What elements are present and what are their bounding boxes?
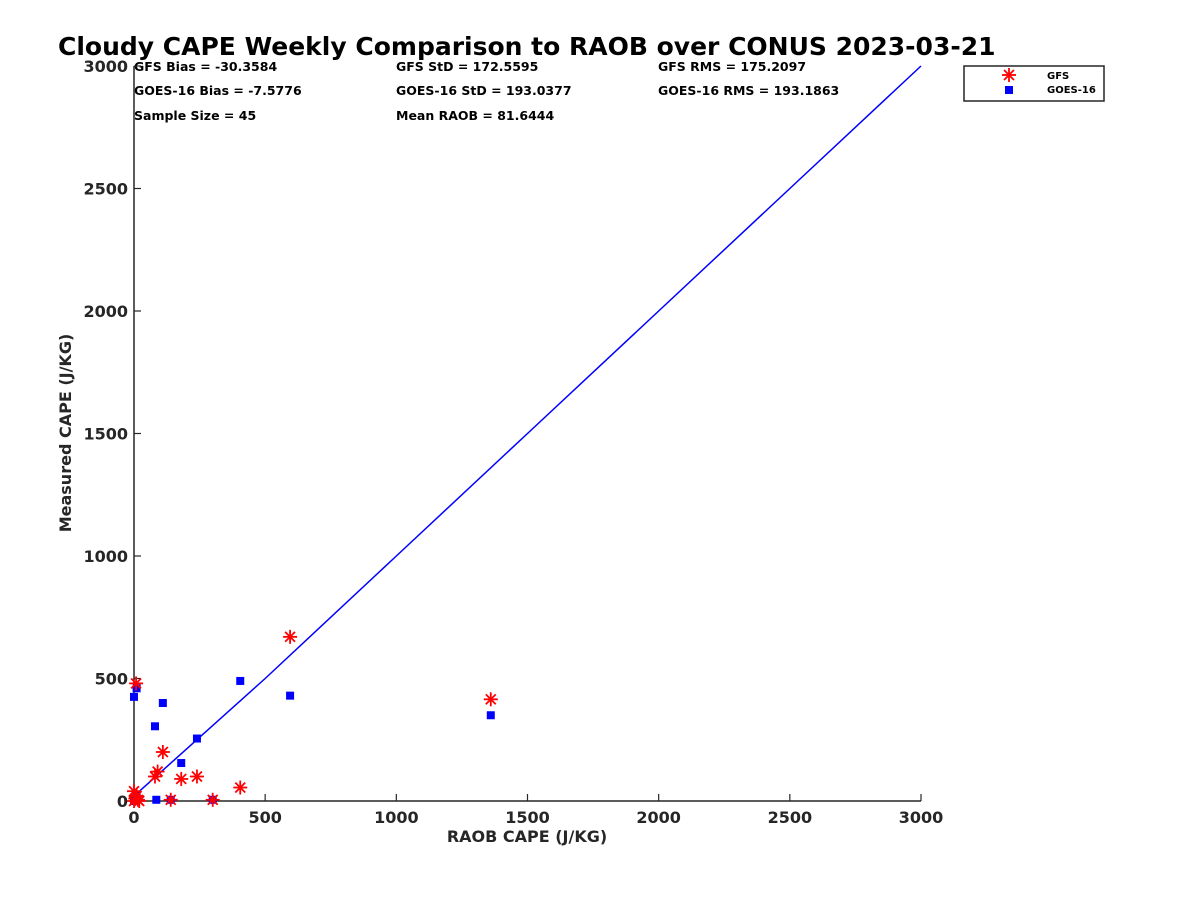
legend: GFS GOES-16: [963, 65, 1105, 102]
gfs-point: [283, 629, 298, 644]
legend-box: [963, 65, 1105, 102]
stat-gfs-rms: GFS RMS = 175.2097: [658, 59, 806, 74]
gfs-point: [233, 780, 248, 795]
y-tick-label: 2000: [83, 302, 128, 321]
y-axis-ticks: 0 500 1000 1500 2000 2500 3000: [83, 57, 141, 811]
y-tick-label: 500: [95, 670, 128, 689]
stat-gfs-bias: GFS Bias = -30.3584: [134, 59, 277, 74]
goes16-point: [158, 699, 167, 707]
x-axis-ticks: 0 500 1000 1500 2000 2500 3000: [128, 794, 943, 827]
y-tick-label: 3000: [83, 57, 128, 76]
goes16-point: [150, 722, 159, 731]
stat-mean-raob: Mean RAOB = 81.6444: [396, 108, 554, 123]
legend-gfs-marker: [1002, 68, 1016, 82]
x-axis-label: RAOB CAPE (J/KG): [447, 827, 607, 846]
goes16-point: [486, 711, 495, 720]
legend-goes16-label: GOES-16: [1047, 85, 1096, 96]
gfs-point: [205, 792, 220, 807]
goes16-point: [236, 676, 245, 685]
goes16-point: [152, 795, 161, 804]
reference-line: [133, 65, 922, 797]
gfs-point: [174, 771, 189, 786]
stat-goes16-rms: GOES-16 RMS = 193.1863: [658, 83, 839, 98]
reference-line-group: [133, 65, 922, 797]
y-axis-label: Measured CAPE (J/KG): [56, 334, 75, 533]
goes16-point: [177, 759, 186, 768]
legend-gfs-label: GFS: [1047, 71, 1069, 82]
stat-gfs-std: GFS StD = 172.5595: [396, 59, 538, 74]
stat-goes16-bias: GOES-16 Bias = -7.5776: [134, 83, 302, 98]
x-tick-label: 2500: [768, 808, 813, 827]
x-tick-label: 3000: [899, 808, 944, 827]
stat-goes16-std: GOES-16 StD = 193.0377: [396, 83, 572, 98]
gfs-point: [189, 769, 204, 784]
legend-goes16-marker: [1005, 86, 1013, 94]
x-tick-label: 2000: [636, 808, 681, 827]
series-group: [127, 629, 498, 808]
gfs-point: [155, 745, 170, 759]
chart-title: Cloudy CAPE Weekly Comparison to RAOB ov…: [58, 32, 996, 61]
series-gfs: [127, 629, 498, 808]
goes16-point: [286, 691, 295, 700]
x-tick-label: 0: [128, 808, 139, 827]
gfs-point: [483, 692, 498, 707]
gfs-point: [150, 764, 165, 779]
gfs-point: [163, 792, 178, 807]
gfs-point: [132, 794, 147, 808]
gfs-point: [129, 676, 144, 691]
legend-gfs-symbol: [1002, 68, 1016, 82]
y-tick-label: 2500: [83, 180, 128, 199]
legend-goes16-symbol: [1005, 86, 1013, 94]
stat-sample-size: Sample Size = 45: [134, 108, 256, 123]
series-goes16: [130, 676, 495, 805]
x-tick-label: 500: [248, 808, 281, 827]
goes16-point: [130, 692, 138, 701]
x-tick-label: 1000: [374, 808, 419, 827]
stats-block: GFS Bias = -30.3584 GFS StD = 172.5595 G…: [134, 59, 839, 123]
goes16-point: [192, 734, 201, 743]
y-tick-label: 1500: [83, 425, 128, 444]
y-tick-label: 0: [117, 792, 128, 811]
y-tick-label: 1000: [83, 547, 128, 566]
x-tick-label: 1500: [505, 808, 550, 827]
